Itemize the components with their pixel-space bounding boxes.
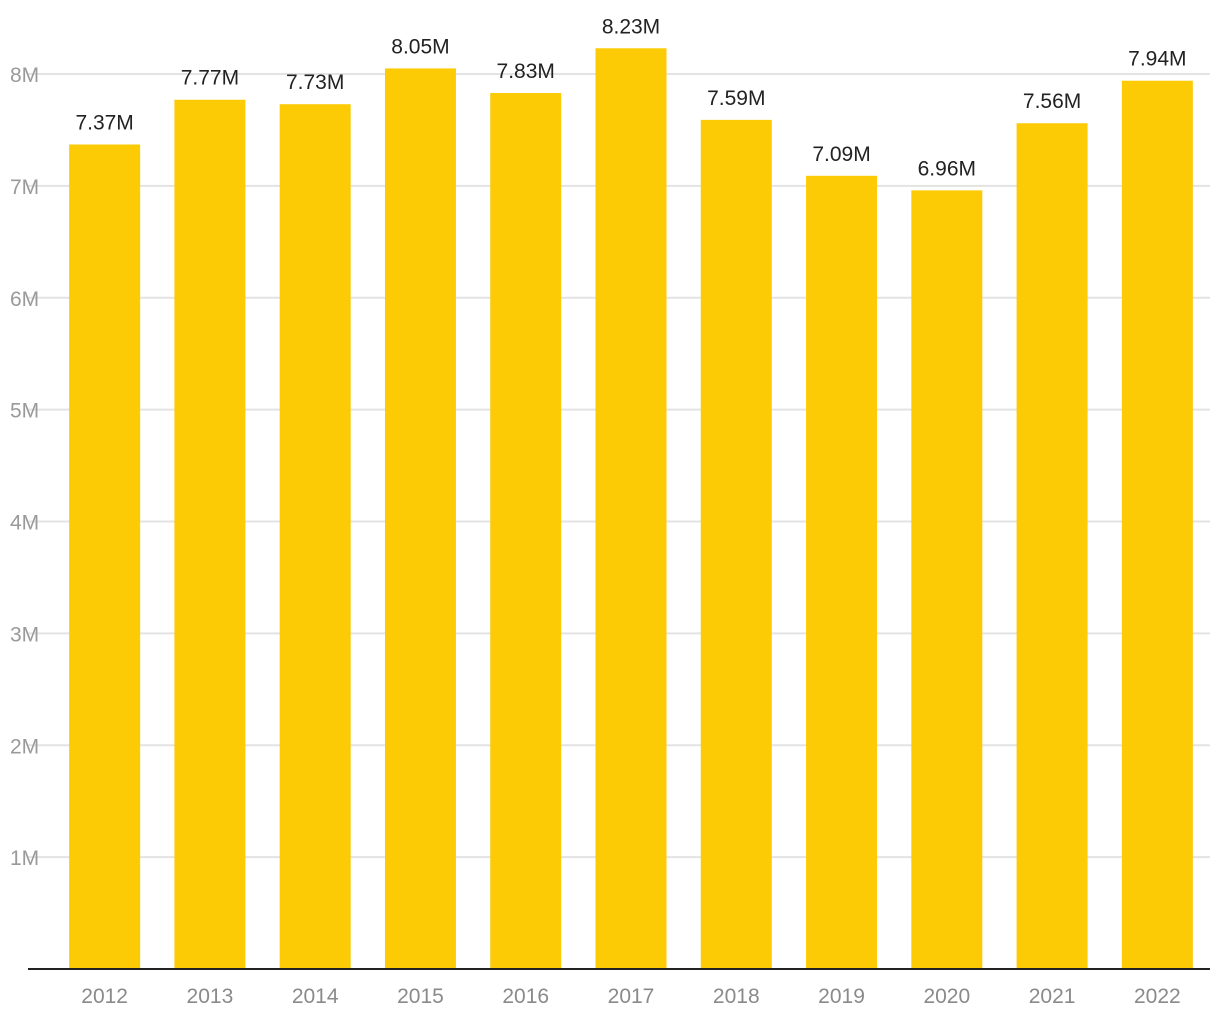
y-axis-ticks: 1M 2M 3M 4M 5M 6M 7M 8M — [10, 64, 39, 870]
x-tick-label-2021: 2021 — [1029, 985, 1076, 1008]
bar-2022 — [1121, 80, 1193, 969]
y-tick-label: 2M — [10, 735, 39, 758]
x-axis-ticks: 2012 2013 2014 2015 2016 2017 2018 2019 2020 2021… — [81, 985, 1180, 1008]
y-tick-label: 6M — [10, 288, 39, 311]
data-label-2017: 8.23M — [602, 15, 660, 38]
bar-2020 — [911, 190, 983, 970]
x-tick-label-2017: 2017 — [608, 985, 655, 1008]
y-tick-label: 7M — [10, 176, 39, 199]
x-tick-label-2016: 2016 — [502, 985, 549, 1008]
x-tick-label-2022: 2022 — [1134, 985, 1181, 1008]
data-label-2012: 7.37M — [75, 111, 133, 134]
x-tick-label-2019: 2019 — [818, 985, 865, 1008]
x-tick-label-2012: 2012 — [81, 985, 128, 1008]
data-label-2022: 7.94M — [1128, 48, 1186, 71]
data-label-2019: 7.09M — [812, 143, 870, 166]
bars — [69, 48, 1193, 970]
bar-2012 — [69, 144, 141, 969]
bar-2013 — [174, 99, 246, 969]
bar-2018 — [700, 119, 772, 969]
data-label-2021: 7.56M — [1023, 90, 1081, 113]
y-tick-label: 4M — [10, 512, 39, 535]
y-tick-label: 5M — [10, 400, 39, 423]
data-label-2020: 6.96M — [918, 157, 976, 180]
x-tick-label-2013: 2013 — [187, 985, 234, 1008]
data-label-2016: 7.83M — [497, 60, 555, 83]
bar-2019 — [806, 175, 878, 969]
bar-2021 — [1016, 123, 1088, 970]
data-label-2014: 7.73M — [286, 71, 344, 94]
bar-2016 — [490, 93, 562, 970]
data-label-2015: 8.05M — [391, 35, 449, 58]
y-tick-label: 1M — [10, 847, 39, 870]
y-tick-label: 8M — [10, 64, 39, 87]
x-tick-label-2018: 2018 — [713, 985, 760, 1008]
data-labels: 7.37M 7.77M 7.73M 8.05M 7.83M 8.23M 7.59M 7.09M… — [75, 15, 1186, 180]
data-label-2013: 7.77M — [181, 67, 239, 90]
x-tick-label-2015: 2015 — [397, 985, 444, 1008]
data-label-2018: 7.59M — [707, 87, 765, 110]
x-tick-label-2014: 2014 — [292, 985, 339, 1008]
y-tick-label: 3M — [10, 623, 39, 646]
bar-2015 — [384, 68, 456, 969]
bar-2017 — [595, 48, 667, 970]
x-tick-label-2020: 2020 — [923, 985, 970, 1008]
bar-2014 — [279, 104, 351, 970]
